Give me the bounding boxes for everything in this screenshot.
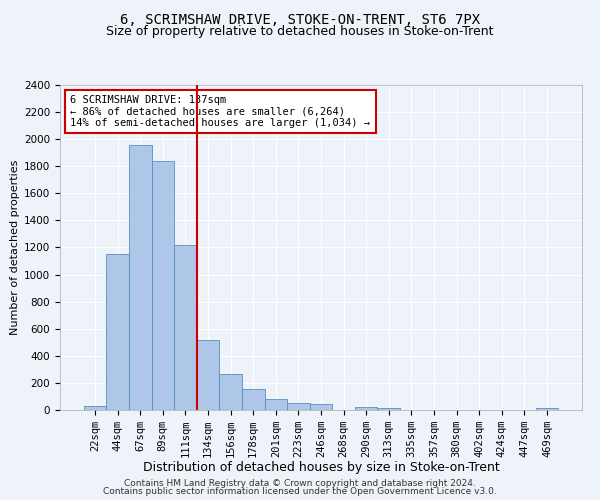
Text: Contains public sector information licensed under the Open Government Licence v3: Contains public sector information licen… xyxy=(103,487,497,496)
Bar xyxy=(106,254,129,410)
X-axis label: Distribution of detached houses by size in Stoke-on-Trent: Distribution of detached houses by size … xyxy=(143,462,499,474)
Bar xyxy=(174,246,197,410)
Bar xyxy=(84,406,106,410)
Bar xyxy=(310,404,332,410)
Bar xyxy=(220,374,242,410)
Bar xyxy=(152,161,174,410)
Bar xyxy=(377,408,400,410)
Text: Contains HM Land Registry data © Crown copyright and database right 2024.: Contains HM Land Registry data © Crown c… xyxy=(124,478,476,488)
Y-axis label: Number of detached properties: Number of detached properties xyxy=(10,160,20,335)
Text: Size of property relative to detached houses in Stoke-on-Trent: Size of property relative to detached ho… xyxy=(106,25,494,38)
Bar xyxy=(242,388,265,410)
Bar xyxy=(129,144,152,410)
Text: 6 SCRIMSHAW DRIVE: 137sqm
← 86% of detached houses are smaller (6,264)
14% of se: 6 SCRIMSHAW DRIVE: 137sqm ← 86% of detac… xyxy=(70,94,370,128)
Text: 6, SCRIMSHAW DRIVE, STOKE-ON-TRENT, ST6 7PX: 6, SCRIMSHAW DRIVE, STOKE-ON-TRENT, ST6 … xyxy=(120,12,480,26)
Bar xyxy=(536,408,558,410)
Bar xyxy=(287,403,310,410)
Bar xyxy=(197,340,220,410)
Bar xyxy=(265,399,287,410)
Bar xyxy=(355,406,377,410)
